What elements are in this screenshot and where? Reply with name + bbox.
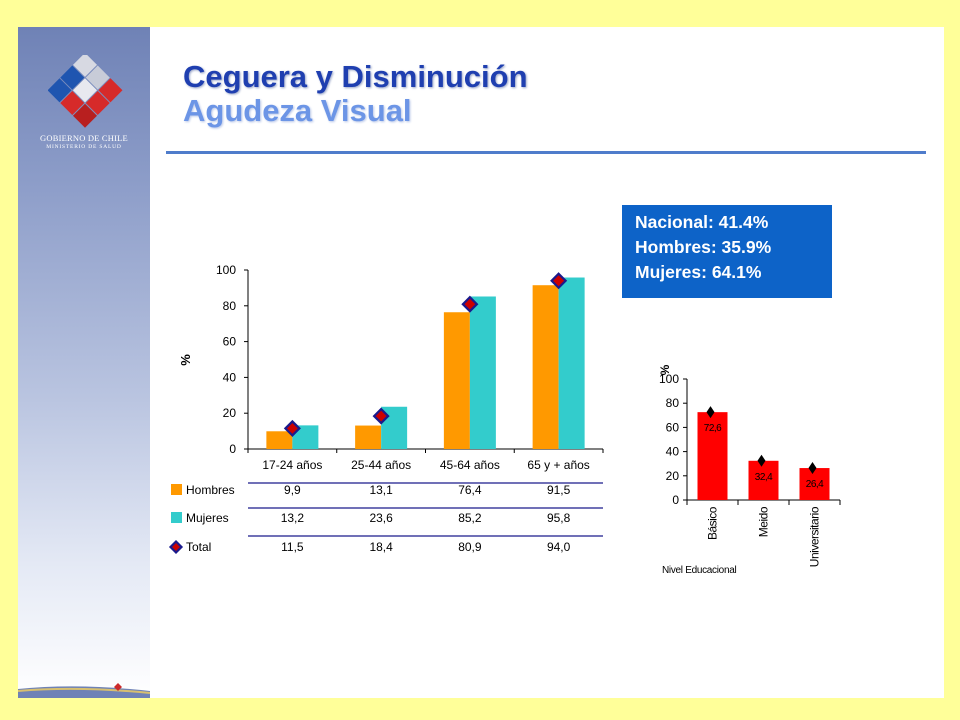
table-cell: 23,6 (369, 511, 393, 525)
marker-total (283, 419, 301, 437)
legend-label-total: Total (186, 540, 211, 554)
edu-category-label: Meido (757, 506, 771, 537)
government-logo (48, 55, 123, 128)
x-category-label: 45-64 años (440, 458, 500, 472)
y-tick-label: 80 (223, 299, 237, 313)
y-axis-label: % (178, 354, 193, 366)
page-title: Ceguera y Disminución (183, 59, 528, 94)
edu-marker (706, 406, 715, 419)
x-category-label: 17-24 años (262, 458, 322, 472)
y-tick-label: 0 (229, 442, 236, 456)
bar-mujeres (558, 277, 585, 449)
bar-hombres (443, 312, 470, 449)
marker-total (372, 407, 390, 425)
edu-y-tick-label: 100 (659, 372, 679, 386)
edu-y-tick-label: 60 (666, 420, 680, 434)
legend-marker-total (168, 539, 184, 555)
legend-swatch-hombres (171, 484, 182, 495)
edu-value-label: 32,4 (755, 472, 773, 483)
edu-marker (808, 462, 817, 475)
table-cell: 91,5 (547, 483, 571, 497)
sidebar-gradient: GOBIERNO DE CHILE MINISTERIO DE SALUD (18, 27, 150, 698)
x-category-label: 25-44 años (351, 458, 411, 472)
edu-category-label: Universitario (808, 506, 822, 567)
table-cell: 13,1 (369, 483, 393, 497)
table-cell: 94,0 (547, 540, 571, 554)
marker-total (461, 295, 479, 313)
table-cell: 9,9 (284, 483, 301, 497)
summary-box: Nacional: 41.4% Hombres: 35.9% Mujeres: … (622, 205, 832, 298)
table-cell: 11,5 (281, 540, 304, 554)
slide: GOBIERNO DE CHILE MINISTERIO DE SALUD (18, 27, 944, 698)
marker-total (550, 272, 568, 290)
table-cell: 76,4 (458, 483, 482, 497)
bar-hombres (355, 425, 382, 449)
page-subtitle: Agudeza Visual (183, 93, 412, 128)
y-tick-label: 40 (223, 370, 237, 384)
y-tick-label: 20 (223, 406, 237, 420)
edu-y-tick-label: 20 (666, 469, 680, 483)
y-tick-label: 60 (223, 335, 237, 349)
edu-marker (757, 454, 766, 467)
edu-bar (697, 412, 728, 500)
edu-y-tick-label: 80 (666, 396, 680, 410)
bar-hombres (266, 431, 293, 449)
decorative-corner-icon (18, 683, 150, 698)
table-cell: 80,9 (458, 540, 482, 554)
title-divider (166, 151, 926, 154)
summary-mujeres: Mujeres: 64.1% (635, 262, 762, 282)
summary-hombres: Hombres: 35.9% (635, 237, 772, 257)
legend-label-hombres: Hombres (186, 483, 235, 497)
edu-bar (748, 460, 779, 500)
logo-line2: MINISTERIO DE SALUD (46, 144, 122, 150)
bar-mujeres (292, 425, 319, 449)
table-cell: 18,4 (369, 540, 393, 554)
edu-bar (799, 468, 830, 500)
table-cell: 95,8 (547, 511, 571, 525)
edu-y-axis-label: % (658, 364, 672, 375)
edu-value-label: 72,6 (704, 423, 722, 434)
edu-y-tick-label: 0 (672, 493, 679, 507)
x-category-label: 65 y + años (527, 458, 589, 472)
table-cell: 13,2 (281, 511, 305, 525)
y-tick-label: 100 (216, 263, 236, 277)
edu-value-label: 26,4 (806, 479, 824, 490)
edu-y-tick-label: 40 (666, 445, 680, 459)
bar-mujeres (469, 296, 496, 449)
logo-line1: GOBIERNO DE CHILE (40, 133, 128, 143)
legend-label-mujeres: Mujeres (186, 511, 229, 525)
summary-nacional: Nacional: 41.4% (635, 212, 769, 232)
bar-hombres (532, 285, 559, 449)
table-cell: 85,2 (458, 511, 482, 525)
edu-category-label: Básico (706, 506, 720, 540)
edu-x-axis-label: Nivel Educacional (662, 565, 736, 576)
legend-swatch-mujeres (171, 512, 182, 523)
